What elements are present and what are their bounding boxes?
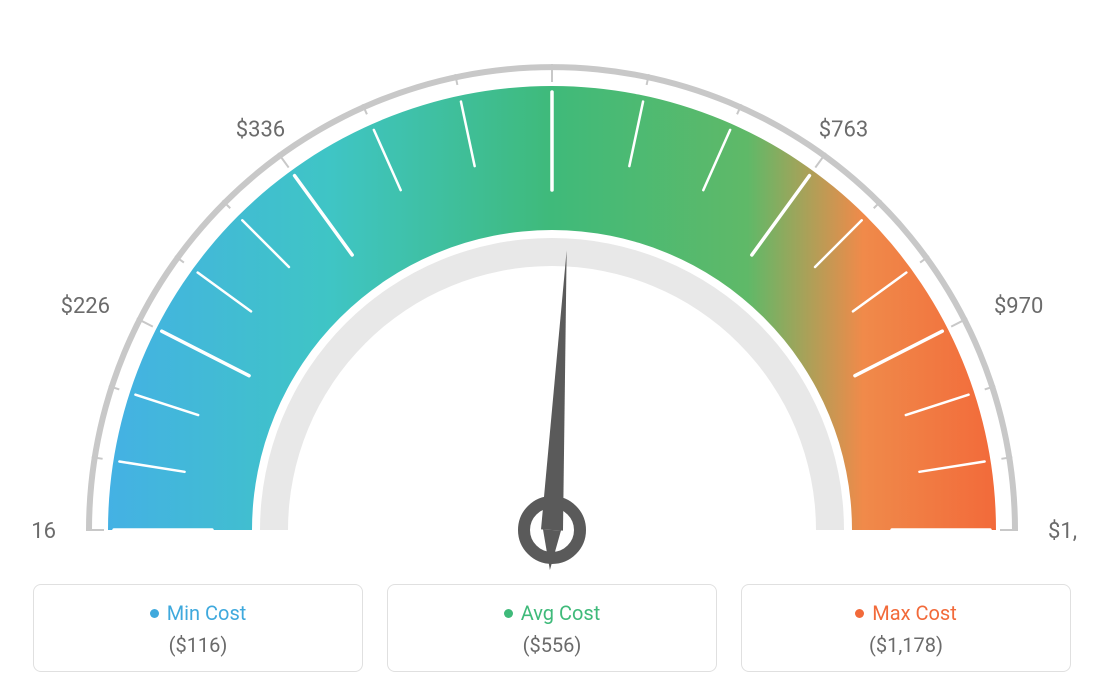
tick-label: $763 bbox=[819, 118, 868, 143]
tick-label: $116 bbox=[27, 519, 56, 544]
legend-value: ($1,178) bbox=[742, 633, 1070, 657]
legend-card-avg: Avg Cost ($556) bbox=[387, 584, 717, 672]
tick-label: $336 bbox=[236, 118, 285, 143]
tick-label: $226 bbox=[61, 294, 110, 319]
tick-label: $970 bbox=[994, 294, 1043, 319]
gauge-chart: $116 $226 $336 $556 $763 $970 $1,178 bbox=[27, 30, 1077, 590]
tick-label: $556 bbox=[527, 30, 576, 34]
legend-value: ($116) bbox=[34, 633, 362, 657]
legend-title-avg: Avg Cost bbox=[504, 601, 601, 625]
legend-row: Min Cost ($116) Avg Cost ($556) Max Cost… bbox=[32, 584, 1072, 672]
legend-value: ($556) bbox=[388, 633, 716, 657]
legend-label: Avg Cost bbox=[521, 601, 601, 625]
legend-title-min: Min Cost bbox=[150, 601, 247, 625]
legend-label: Min Cost bbox=[167, 601, 247, 625]
gauge-needle bbox=[541, 250, 567, 530]
gauge-svg: $116 $226 $336 $556 $763 $970 $1,178 bbox=[27, 30, 1077, 590]
legend-card-max: Max Cost ($1,178) bbox=[741, 584, 1071, 672]
dot-icon bbox=[855, 609, 864, 618]
dot-icon bbox=[150, 609, 159, 618]
legend-card-min: Min Cost ($116) bbox=[33, 584, 363, 672]
tick-label: $1,178 bbox=[1048, 519, 1077, 544]
dot-icon bbox=[504, 609, 513, 618]
legend-label: Max Cost bbox=[872, 601, 957, 625]
legend-title-max: Max Cost bbox=[855, 601, 957, 625]
